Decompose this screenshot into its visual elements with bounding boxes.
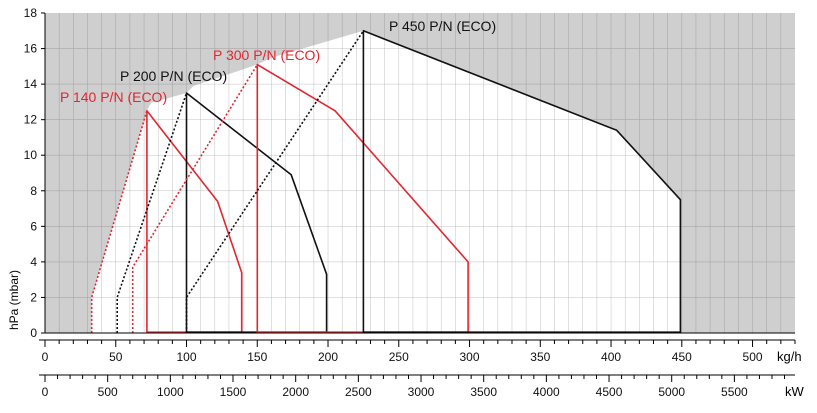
kgh-tick-label: 350	[530, 350, 550, 364]
kw-tick-label: 1000	[157, 385, 184, 399]
kgh-tick-label: 200	[318, 350, 338, 364]
kw-tick-label: 2500	[345, 385, 372, 399]
series-start-dotted	[185, 30, 365, 333]
series-start-dotted	[90, 110, 148, 333]
y-tick-label: 12	[24, 113, 38, 127]
kgh-tick-label: 100	[176, 350, 196, 364]
series-2: P 300 P/N (ECO)	[131, 47, 469, 334]
kgh-tick-label: 150	[247, 350, 267, 364]
series-boundary	[256, 63, 469, 333]
axes-layer: 0 2 4 6 8 10 12 14 16 18 0 50 100 150 200 250 300 350 400 4…	[24, 6, 796, 399]
y-tick-label: 0	[30, 326, 37, 340]
kw-tick-label: 4000	[533, 385, 560, 399]
y-tick-label: 18	[24, 6, 38, 20]
kgh-tick-label: 500	[743, 350, 763, 364]
kw-tick-label: 2000	[282, 385, 309, 399]
series-3: P 450 P/N (ECO)	[185, 18, 682, 334]
kw-tick-label: 5000	[658, 385, 685, 399]
x-axis-label-kgh: kg/h	[777, 349, 802, 364]
y-tick-label: 6	[30, 219, 37, 233]
series-label: P 140 P/N (ECO)	[60, 89, 167, 105]
y-tick-label: 2	[30, 290, 37, 304]
series-boundary	[362, 30, 682, 333]
kgh-tick-label: 300	[460, 350, 480, 364]
kw-tick-label: 500	[98, 385, 118, 399]
y-tick-label: 14	[24, 77, 38, 91]
series-boundary	[185, 92, 328, 333]
series-layer: P 140 P/N (ECO) P 200 P/N (ECO) P 300 P/N …	[60, 18, 682, 334]
y-axis-label: hPa (mbar)	[7, 270, 21, 330]
kgh-tick-label: 450	[672, 350, 692, 364]
series-label: P 300 P/N (ECO)	[213, 47, 320, 63]
kw-tick-label: 4500	[596, 385, 623, 399]
kgh-tick-label: 0	[42, 350, 49, 364]
series-label: P 450 P/N (ECO)	[389, 18, 496, 34]
kgh-tick-label: 250	[389, 350, 409, 364]
y-tick-label: 10	[24, 148, 38, 162]
series-start-dotted	[131, 64, 258, 333]
x-axis-label-kw: kW	[785, 384, 805, 399]
y-tick-label: 16	[24, 42, 38, 56]
kw-tick-label: 3500	[470, 385, 497, 399]
kw-tick-label: 5500	[721, 385, 748, 399]
kgh-tick-label: 50	[109, 350, 123, 364]
y-tick-label: 4	[30, 255, 37, 269]
working-field-area	[91, 30, 681, 334]
kw-tick-label: 3000	[408, 385, 435, 399]
kgh-tick-label: 400	[601, 350, 621, 364]
kw-tick-label: 1500	[220, 385, 247, 399]
series-label: P 200 P/N (ECO)	[120, 68, 227, 84]
y-tick-label: 8	[30, 184, 37, 198]
series-boundary	[146, 110, 243, 333]
kw-tick-label: 0	[42, 385, 49, 399]
